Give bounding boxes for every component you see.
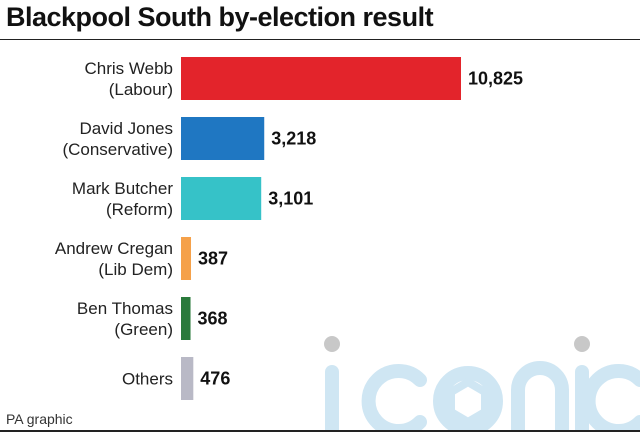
category-label-4-1: (Green)	[114, 320, 173, 339]
value-label-5: 476	[200, 369, 230, 389]
bar-chart: Chris Webb (Labour) 10,825 David Jones (Cons…	[55, 57, 523, 400]
iconic-watermark	[324, 336, 640, 430]
bar-5	[181, 357, 194, 400]
category-label-0-0: Chris Webb	[85, 59, 174, 78]
value-label-4: 368	[198, 309, 228, 329]
bar-2	[181, 177, 262, 220]
category-label-1-0: David Jones	[79, 119, 173, 138]
category-label-2-1: (Reform)	[106, 200, 173, 219]
bar-3	[181, 237, 192, 280]
category-label-0-1: (Labour)	[109, 80, 173, 99]
category-label-4-0: Ben Thomas	[77, 299, 173, 318]
bar-4	[181, 297, 191, 340]
value-label-2: 3,101	[268, 189, 313, 209]
value-label-1: 3,218	[271, 129, 316, 149]
source-credit: PA graphic	[6, 411, 73, 427]
category-label-5-0: Others	[122, 370, 173, 389]
category-label-1-1: (Conservative)	[62, 140, 173, 159]
value-label-3: 387	[198, 249, 228, 269]
top-rule	[0, 39, 640, 40]
value-label-0: 10,825	[468, 69, 523, 89]
bar-0	[181, 57, 461, 100]
category-label-2-0: Mark Butcher	[72, 179, 173, 198]
bar-1	[181, 117, 265, 160]
bottom-rule	[0, 430, 640, 432]
category-label-3-1: (Lib Dem)	[98, 260, 173, 279]
category-label-3-0: Andrew Cregan	[55, 239, 173, 258]
chart-title: Blackpool South by-election result	[6, 2, 434, 32]
